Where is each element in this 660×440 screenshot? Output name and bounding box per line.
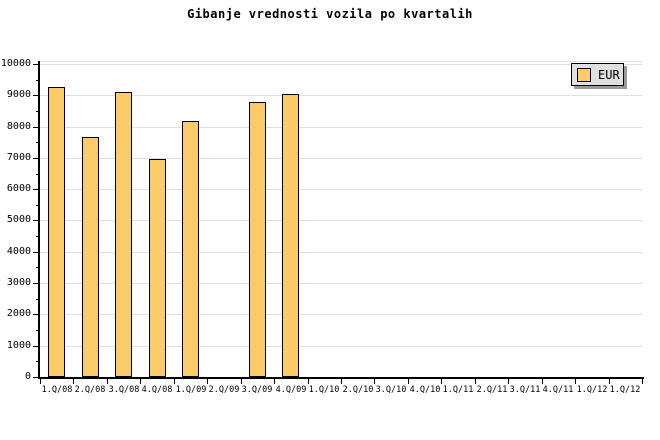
- y-minor-tick: [36, 174, 40, 175]
- y-minor-tick: [36, 361, 40, 362]
- x-tick: [241, 379, 242, 384]
- y-tick-label: 1000: [6, 340, 31, 351]
- y-major-tick: [33, 127, 40, 128]
- x-tick-label: 3.Q/10: [375, 385, 407, 395]
- x-tick-label: 2.Q/11: [476, 385, 508, 395]
- x-tick: [542, 379, 543, 384]
- x-tick-label: 3.Q/11: [509, 385, 541, 395]
- x-tick-label: 1.Q/09: [175, 385, 207, 395]
- bar: [182, 121, 199, 377]
- x-tick-label: 1.Q/11: [442, 385, 474, 395]
- x-tick-label: 2.Q/08: [74, 385, 106, 395]
- x-tick-label: 1.Q/12: [576, 385, 608, 395]
- x-tick: [609, 379, 610, 384]
- gridline: [40, 127, 642, 128]
- gridline: [40, 95, 642, 96]
- x-tick: [308, 379, 309, 384]
- x-tick: [575, 379, 576, 384]
- legend-series-swatch-icon: [577, 67, 591, 82]
- gridline: [40, 189, 642, 190]
- y-minor-tick: [36, 299, 40, 300]
- x-axis-line: [38, 377, 644, 379]
- y-major-tick: [33, 64, 40, 65]
- y-minor-tick: [36, 267, 40, 268]
- y-tick-label: 2000: [6, 308, 31, 319]
- y-minor-tick: [36, 205, 40, 206]
- y-tick-label: 6000: [6, 183, 31, 194]
- bar: [115, 92, 132, 377]
- x-tick-label: 1.Q/10: [308, 385, 340, 395]
- x-tick: [274, 379, 275, 384]
- gridline: [40, 314, 642, 315]
- gridline: [40, 220, 642, 221]
- x-tick-label: 3.Q/08: [108, 385, 140, 395]
- y-major-tick: [33, 377, 40, 378]
- bar: [82, 137, 99, 377]
- legend-label: EUR: [598, 67, 620, 82]
- y-minor-tick: [36, 330, 40, 331]
- gridline: [40, 158, 642, 159]
- gridline: [40, 64, 642, 65]
- x-tick-label: 1.Q/08: [41, 385, 73, 395]
- y-tick-label: 7000: [6, 152, 31, 163]
- y-tick-label: 9000: [6, 89, 31, 100]
- x-tick: [40, 379, 41, 384]
- x-tick: [140, 379, 141, 384]
- plot-area: [40, 64, 642, 377]
- y-major-tick: [33, 283, 40, 284]
- x-tick: [341, 379, 342, 384]
- x-tick-label: 4.Q/10: [409, 385, 441, 395]
- x-tick: [73, 379, 74, 384]
- y-major-tick: [33, 314, 40, 315]
- y-minor-tick: [36, 80, 40, 81]
- y-minor-tick: [36, 111, 40, 112]
- bar: [149, 159, 166, 377]
- y-major-tick: [33, 189, 40, 190]
- y-tick-label: 0: [24, 371, 31, 382]
- y-major-tick: [33, 158, 40, 159]
- gridline: [40, 252, 642, 253]
- bar: [249, 102, 266, 377]
- x-tick: [207, 379, 208, 384]
- y-minor-tick: [36, 236, 40, 237]
- y-tick-label: 3000: [6, 277, 31, 288]
- plot-top-border: [40, 61, 642, 62]
- x-tick: [642, 379, 643, 384]
- x-tick: [508, 379, 509, 384]
- x-tick-label: 3.Q/09: [241, 385, 273, 395]
- y-major-tick: [33, 252, 40, 253]
- gridline: [40, 283, 642, 284]
- y-major-tick: [33, 220, 40, 221]
- y-tick-label: 5000: [6, 214, 31, 225]
- x-tick-label: 1.Q/12: [609, 385, 641, 395]
- x-tick-label: 4.Q/08: [141, 385, 173, 395]
- y-minor-tick: [36, 142, 40, 143]
- gridline: [40, 346, 642, 347]
- y-axis-line: [38, 61, 40, 378]
- x-tick: [408, 379, 409, 384]
- x-tick: [174, 379, 175, 384]
- y-tick-label: 4000: [6, 246, 31, 257]
- x-tick: [441, 379, 442, 384]
- y-major-tick: [33, 95, 40, 96]
- x-tick-label: 4.Q/09: [275, 385, 307, 395]
- y-major-tick: [33, 346, 40, 347]
- x-tick-label: 2.Q/10: [342, 385, 374, 395]
- y-tick-label: 8000: [6, 121, 31, 132]
- y-tick-label: 10000: [0, 58, 31, 69]
- chart-title: Gibanje vrednosti vozila po kvartalih: [187, 7, 473, 21]
- x-tick: [374, 379, 375, 384]
- x-tick-label: 2.Q/09: [208, 385, 240, 395]
- x-tick-label: 4.Q/11: [542, 385, 574, 395]
- bar: [282, 94, 299, 377]
- bar: [48, 87, 65, 377]
- x-tick: [475, 379, 476, 384]
- legend-box[interactable]: EUR: [571, 63, 624, 86]
- x-tick: [107, 379, 108, 384]
